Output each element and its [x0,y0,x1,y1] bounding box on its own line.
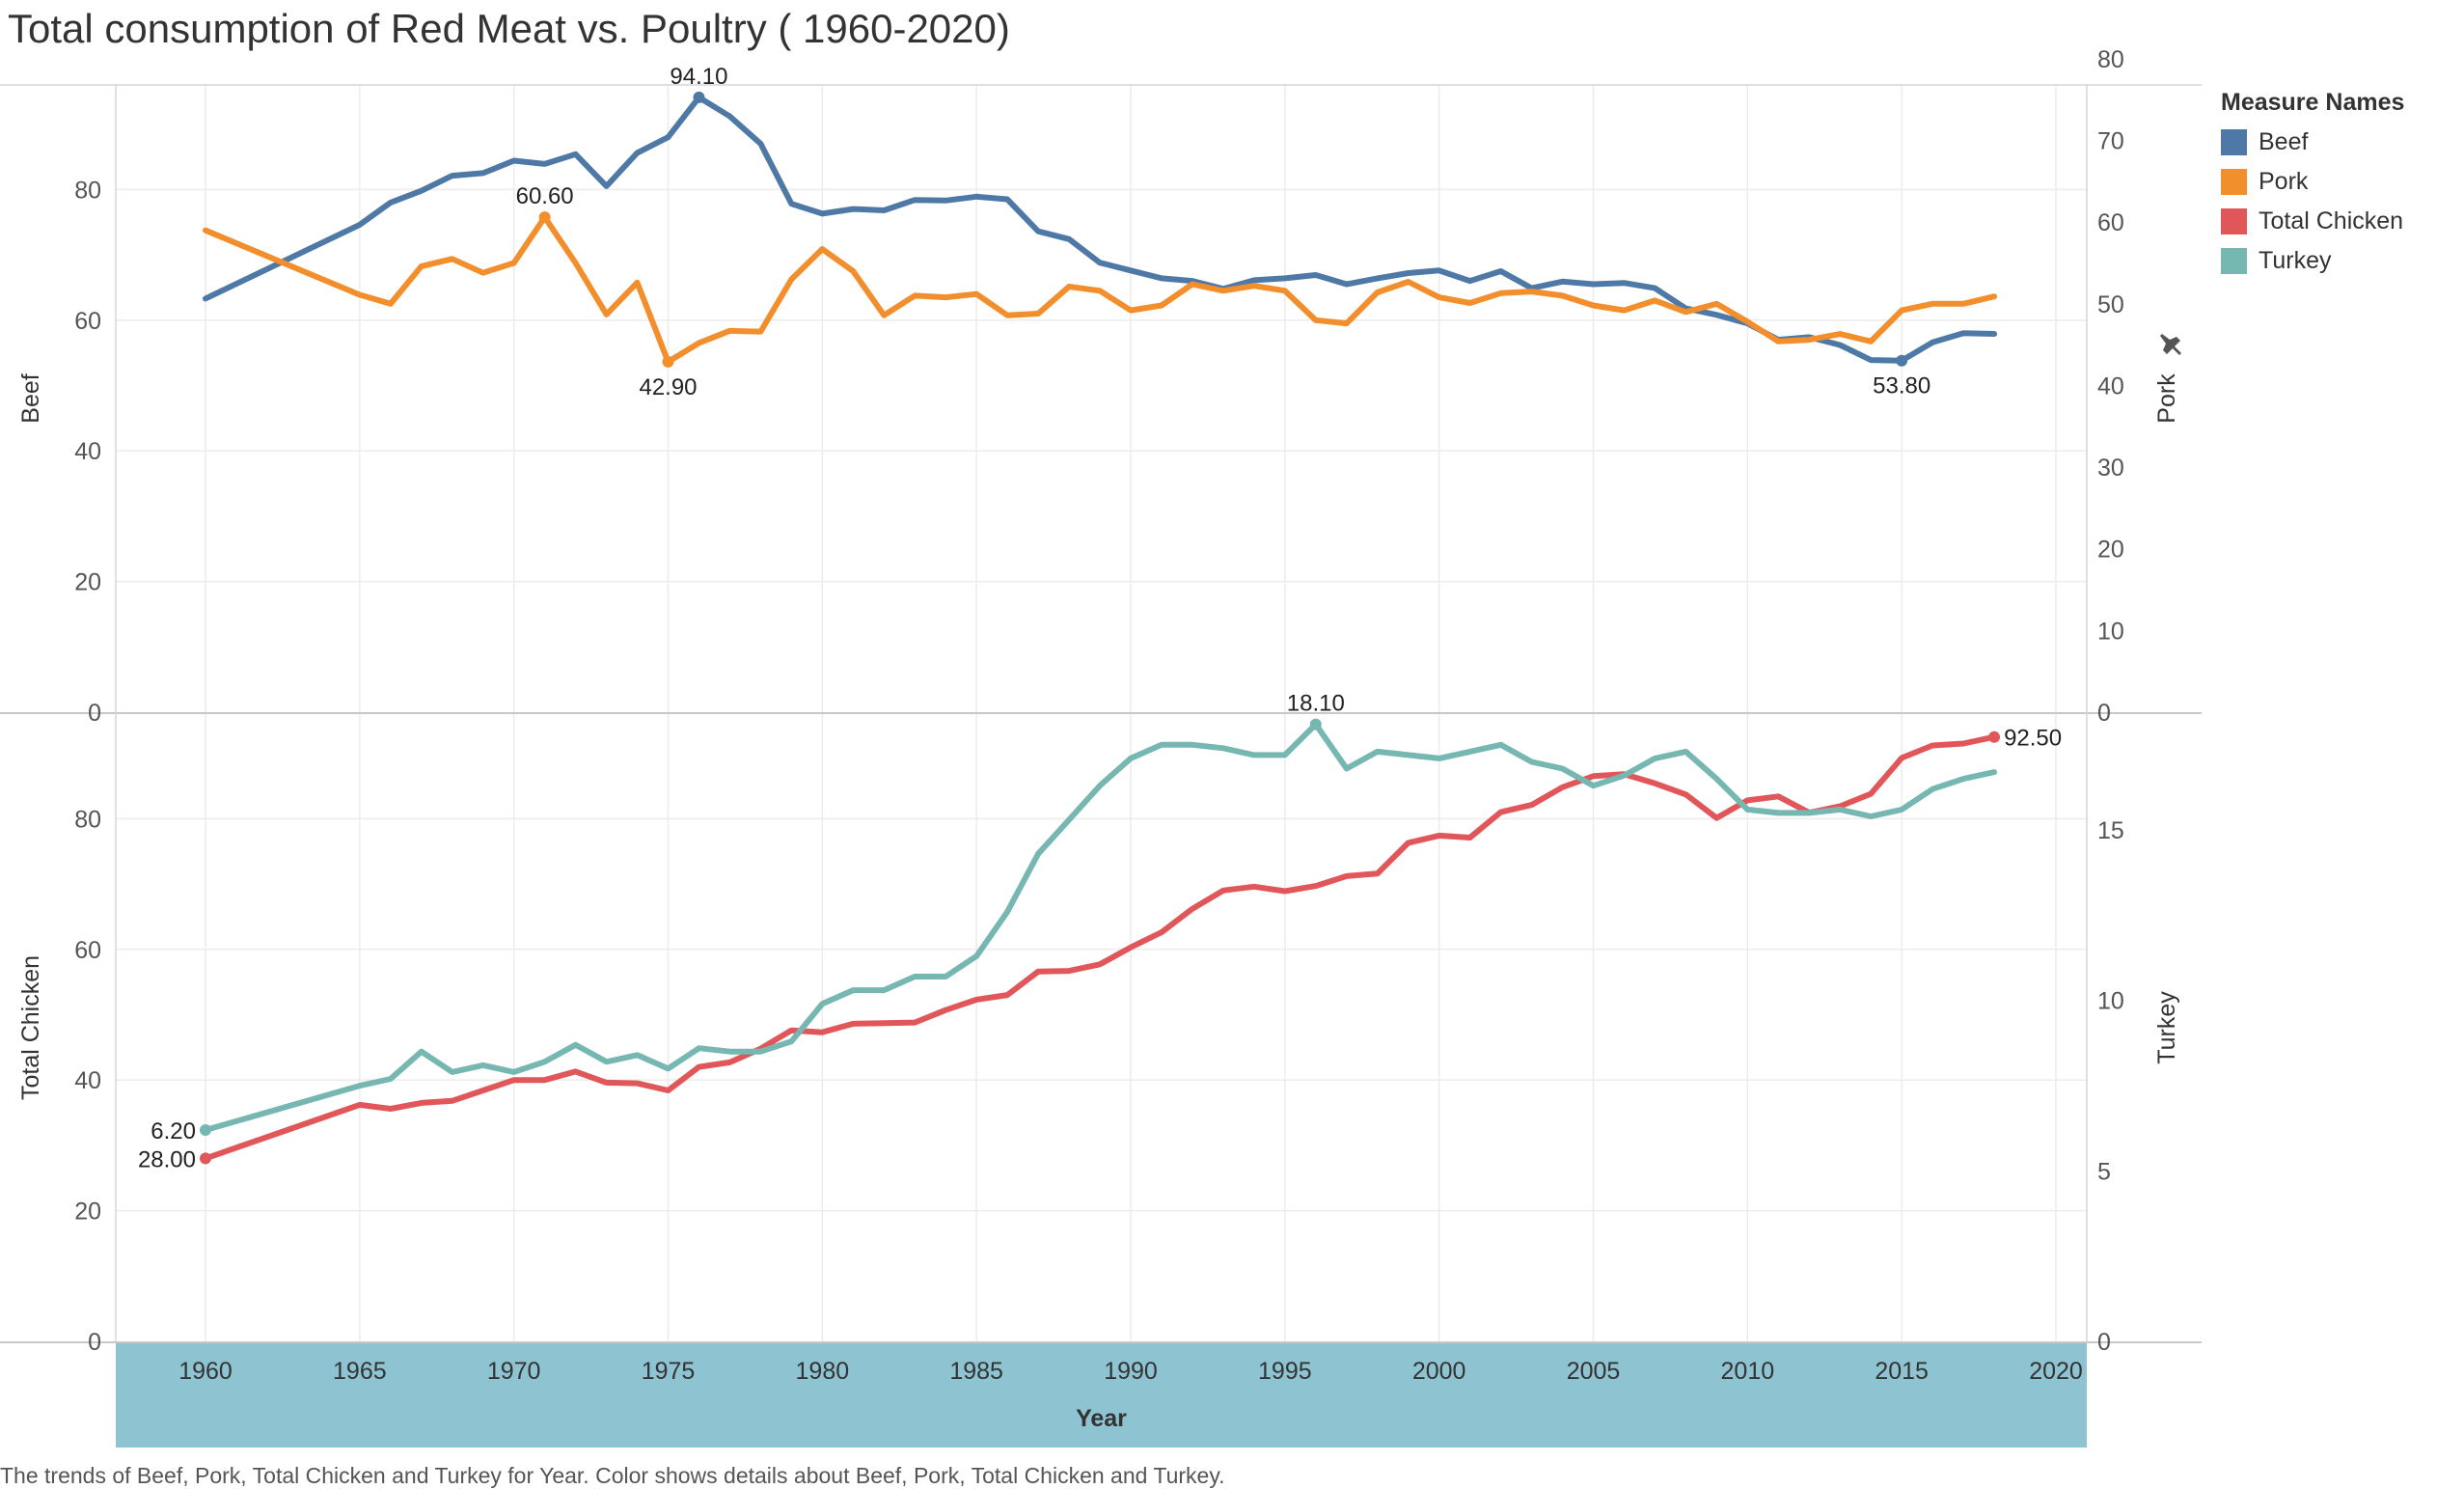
left-tick-label: 40 [74,1067,101,1094]
legend-label: Pork [2259,168,2309,195]
right-axis-title: Turkey [2153,991,2180,1064]
right-tick-label: 50 [2097,291,2124,318]
legend-item-total-chicken[interactable]: Total Chicken [2221,202,2404,241]
data-label: 60.60 [516,183,574,209]
right-tick-label: 60 [2097,209,2124,236]
legend-item-pork[interactable]: Pork [2221,162,2404,202]
data-label: 28.00 [138,1146,196,1172]
data-labels: 94.10 53.80 60.60 42.90 28.00 92.50 6.20 18.10 [138,64,2062,1173]
x-tick-label: 1990 [1104,1358,1158,1385]
right-tick-label: 70 [2097,128,2124,155]
x-tick-label: 2005 [1567,1358,1621,1385]
legend-swatch [2221,208,2247,234]
data-label: 6.20 [151,1118,196,1144]
chart-frame [0,84,2202,1343]
left-axis-title: Beef [17,373,44,423]
data-label: 18.10 [1287,691,1345,717]
right-tick-label: 10 [2097,618,2124,645]
right-tick-label: 15 [2097,817,2124,844]
x-tick-label: 1995 [1258,1358,1312,1385]
x-tick-label: 2000 [1412,1358,1466,1385]
data-point-marker[interactable] [1896,354,1908,367]
legend-title: Measure Names [2221,89,2405,116]
data-point-marker[interactable] [662,355,674,368]
left-tick-label: 20 [74,569,101,596]
chart-caption: The trends of Beef, Pork, Total Chicken … [0,1463,1225,1488]
legend: Measure Names Beef Pork Total Chicken Turke… [2221,89,2404,281]
data-point-marker[interactable] [693,91,705,103]
x-tick-label: 2010 [1721,1358,1775,1385]
left-tick-label: 0 [88,1329,101,1356]
left-tick-label: 80 [74,177,101,204]
legend-label: Total Chicken [2259,207,2404,234]
data-label: 94.10 [670,64,727,90]
x-tick-label: 1980 [796,1358,850,1385]
right-tick-label: 10 [2097,988,2124,1015]
data-point-marker[interactable] [1309,718,1322,731]
x-axis-title: Year [1076,1405,1127,1432]
x-tick-label: 1970 [487,1358,541,1385]
x-tick-label: 1960 [178,1358,233,1385]
right-tick-label: 40 [2097,372,2124,400]
pin-icon[interactable] [2160,334,2181,355]
legend-label: Beef [2259,128,2309,155]
legend-swatch [2221,129,2247,155]
x-axis-band[interactable]: Year 1960 1965 1970 1975 1980 1985 1990 1995 2000… [116,1343,2087,1448]
data-label: 42.90 [639,374,697,400]
data-label: 92.50 [2004,726,2062,752]
data-point-marker[interactable] [1988,731,2001,743]
pin-icon[interactable] [2160,334,2181,355]
left-tick-label: 40 [74,438,101,465]
legend-label: Turkey [2259,247,2332,274]
x-tick-label: 1965 [333,1358,387,1385]
right-tick-label: 20 [2097,537,2124,564]
chart-title: Total consumption of Red Meat vs. Poultr… [8,6,1010,51]
legend-items: Beef Pork Total Chicken Turkey [2221,123,2404,281]
right-tick-label: 30 [2097,455,2124,482]
series-line-total-chicken[interactable] [203,733,1998,1162]
left-tick-label: 0 [88,700,101,727]
legend-swatch [2221,169,2247,195]
series-line-beef[interactable] [203,94,1998,364]
x-tick-label: 2020 [2029,1358,2083,1385]
left-tick-label: 80 [74,806,101,833]
left-tick-label: 20 [74,1199,101,1226]
right-tick-label: 0 [2097,700,2111,727]
data-label: 53.80 [1873,373,1930,400]
data-point-marker[interactable] [200,1152,211,1165]
series-lines[interactable] [203,94,1998,1162]
right-tick-label: 80 [2097,46,2124,73]
legend-item-beef[interactable]: Beef [2221,123,2404,162]
legend-swatch [2221,248,2247,274]
series-line-pork[interactable] [203,214,1998,365]
series-line-turkey[interactable] [203,721,1998,1133]
left-axis-title: Total Chicken [17,955,44,1100]
x-tick-label: 2015 [1875,1358,1929,1385]
x-tick-label: 1985 [949,1358,1003,1385]
right-axis-title: Pork [2153,373,2180,424]
left-tick-label: 60 [74,937,101,964]
x-axis-band-bg[interactable] [116,1343,2087,1448]
data-point-marker[interactable] [200,1123,211,1136]
x-tick-label: 1975 [642,1358,696,1385]
left-tick-label: 60 [74,308,101,335]
right-tick-label: 0 [2097,1329,2111,1356]
data-point-marker[interactable] [538,211,551,224]
right-tick-label: 5 [2097,1158,2111,1185]
legend-item-turkey[interactable]: Turkey [2221,241,2404,281]
